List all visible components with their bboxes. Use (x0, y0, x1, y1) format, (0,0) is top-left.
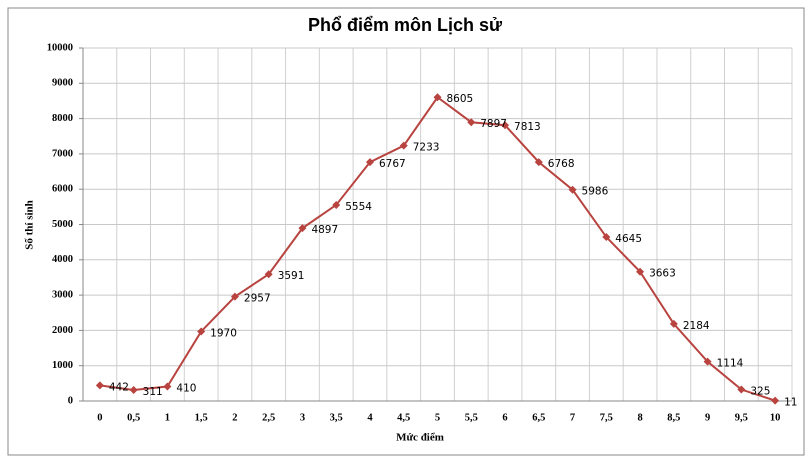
data-label: 3591 (278, 270, 305, 282)
data-label: 6767 (379, 158, 406, 170)
x-tick-label: 7,5 (600, 412, 613, 423)
marker (365, 158, 374, 167)
x-tick-label: 4,5 (397, 412, 410, 423)
x-tick-label: 1,5 (195, 412, 208, 423)
marker (129, 386, 138, 395)
marker (636, 267, 645, 276)
data-label: 2957 (244, 293, 271, 305)
x-tick-label: 2,5 (262, 412, 275, 423)
y-tick-label: 0 (68, 395, 73, 406)
marker (737, 385, 746, 394)
marker (298, 224, 307, 233)
data-label: 1970 (210, 327, 237, 339)
y-tick-label: 2000 (52, 325, 73, 336)
x-tick-label: 2 (232, 412, 237, 423)
marker (501, 121, 510, 130)
x-tick-label: 1 (165, 412, 170, 423)
data-label: 1114 (717, 358, 744, 370)
y-tick-label: 5000 (52, 219, 73, 230)
y-tick-label: 9000 (52, 78, 73, 89)
marker (264, 270, 273, 279)
data-label: 325 (750, 386, 770, 398)
x-tick-label: 3,5 (330, 412, 343, 423)
x-tick-label: 9,5 (735, 412, 748, 423)
data-label: 311 (143, 386, 163, 398)
x-tick-label: 9 (705, 412, 710, 423)
data-label: 7233 (413, 142, 440, 154)
marker (95, 381, 104, 390)
data-label: 4897 (311, 224, 338, 236)
marker (163, 382, 172, 391)
chart-border (7, 7, 805, 456)
marker (703, 357, 712, 366)
y-tick-label: 3000 (52, 290, 73, 301)
marker (230, 292, 239, 301)
data-label: 11 (784, 397, 797, 409)
marker (602, 233, 611, 242)
marker (467, 118, 476, 127)
x-tick-label: 6 (502, 412, 507, 423)
y-tick-label: 4000 (52, 254, 73, 265)
data-label: 7813 (514, 121, 541, 133)
x-tick-label: 5 (435, 412, 440, 423)
x-tick-label: 5,5 (465, 412, 478, 423)
x-tick-label: 10 (770, 412, 781, 423)
y-tick-label: 10000 (47, 42, 73, 53)
x-tick-label: 7 (570, 412, 575, 423)
y-tick-label: 6000 (52, 184, 73, 195)
data-label: 410 (176, 383, 196, 395)
y-axis-title: Số thí sinh (24, 200, 36, 250)
marker (197, 327, 206, 336)
x-axis-title: Mức điểm (396, 432, 444, 444)
data-label: 8605 (447, 93, 474, 105)
x-tick-label: 4 (367, 412, 373, 423)
data-label: 2184 (683, 320, 710, 332)
marker (332, 200, 341, 209)
x-tick-label: 0,5 (127, 412, 140, 423)
data-label: 5554 (345, 201, 372, 213)
chart-title: Phổ điểm môn Lịch sử (308, 15, 503, 35)
data-label: 442 (109, 381, 129, 393)
x-tick-label: 0 (97, 412, 102, 423)
marker (433, 93, 442, 102)
marker (568, 185, 577, 194)
x-tick-label: 8 (637, 412, 642, 423)
marks (95, 93, 780, 405)
data-label: 3663 (649, 268, 676, 280)
grid (79, 47, 793, 402)
x-tick-label: 8,5 (667, 412, 680, 423)
marker (669, 319, 678, 328)
data-label: 4645 (615, 233, 642, 245)
marker (399, 141, 408, 150)
y-tick-label: 1000 (52, 360, 73, 371)
x-tick-label: 3 (300, 412, 305, 423)
data-label: 6768 (548, 158, 575, 170)
marker (771, 396, 780, 405)
data-label: 7897 (480, 118, 507, 130)
y-tick-label: 7000 (52, 148, 73, 159)
x-tick-label: 6,5 (532, 412, 545, 423)
y-tick-label: 8000 (52, 113, 73, 124)
data-label: 5986 (582, 186, 609, 198)
marker (534, 158, 543, 167)
